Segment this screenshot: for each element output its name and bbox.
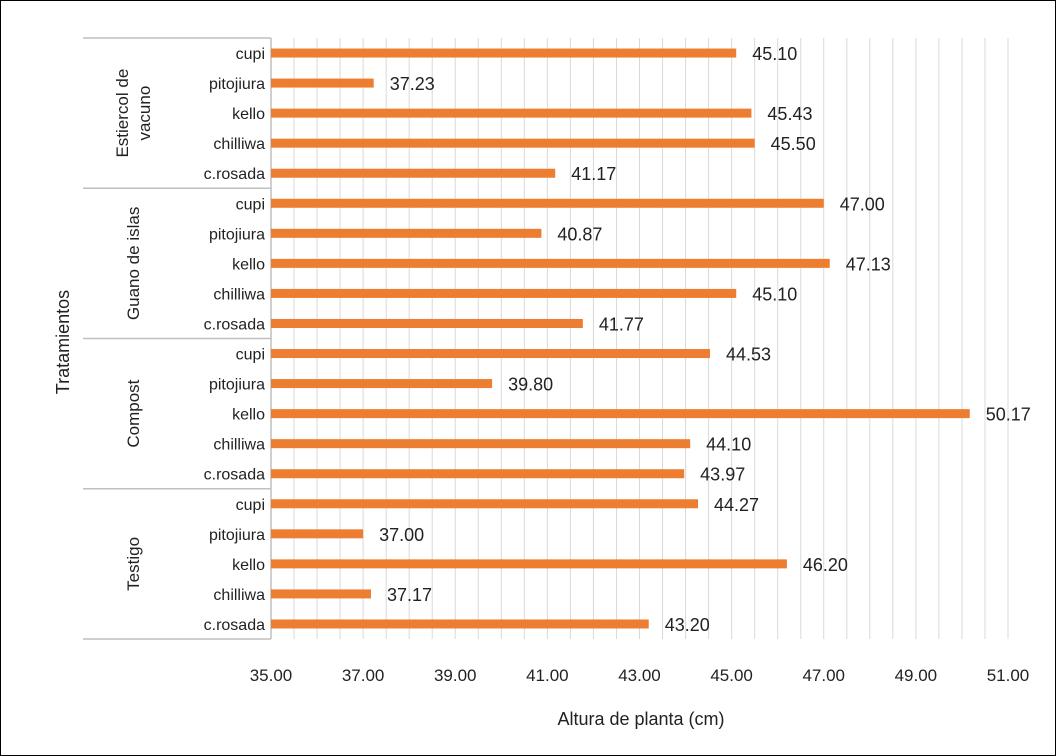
group-label: Guano de islas bbox=[124, 207, 143, 320]
category-label: c.rosada bbox=[204, 467, 265, 484]
data-label: 37.00 bbox=[379, 525, 424, 545]
gridlines bbox=[270, 38, 1009, 639]
x-tick-label: 43.00 bbox=[618, 666, 661, 685]
x-tick-labels: 35.00 37.00 39.00 41.00 43.00 45.00 47.00 49.00… bbox=[250, 666, 1030, 685]
data-label: 37.17 bbox=[387, 585, 432, 605]
x-tick-label: 41.00 bbox=[526, 666, 569, 685]
group-label: Compost bbox=[124, 379, 143, 447]
category-label: chilliwa bbox=[213, 437, 265, 454]
category-label: kello bbox=[232, 256, 265, 273]
category-label: c.rosada bbox=[204, 316, 265, 333]
category-label: c.rosada bbox=[204, 166, 265, 183]
bar bbox=[271, 48, 737, 58]
data-label: 47.00 bbox=[840, 194, 885, 214]
x-tick-label: 39.00 bbox=[434, 666, 477, 685]
bar bbox=[271, 78, 374, 88]
data-label: 39.80 bbox=[508, 375, 553, 395]
x-tick-label: 49.00 bbox=[895, 666, 938, 685]
data-label: 44.10 bbox=[706, 435, 751, 455]
group-labels: Estiercol de vacuno Guano de islas Compost T… bbox=[113, 69, 154, 591]
bar bbox=[271, 589, 371, 599]
bar bbox=[271, 228, 542, 238]
category-label: pitojiura bbox=[209, 377, 265, 394]
x-tick-label: 47.00 bbox=[802, 666, 845, 685]
category-label: cupi bbox=[236, 347, 265, 364]
data-label: 45.50 bbox=[771, 134, 816, 154]
category-label: kello bbox=[232, 407, 265, 424]
data-label: 45.43 bbox=[767, 104, 812, 124]
bar bbox=[271, 379, 493, 389]
bar bbox=[271, 469, 685, 479]
data-label: 45.10 bbox=[752, 44, 797, 64]
group-dividers bbox=[83, 37, 272, 640]
bar bbox=[271, 409, 970, 419]
data-label: 41.77 bbox=[599, 314, 644, 334]
data-label: 47.13 bbox=[846, 254, 891, 274]
data-label: 40.87 bbox=[557, 224, 602, 244]
data-label: 46.20 bbox=[803, 555, 848, 575]
data-label: 44.53 bbox=[726, 345, 771, 365]
bar bbox=[271, 499, 698, 509]
bar bbox=[271, 619, 649, 629]
category-label: chilliwa bbox=[213, 136, 265, 153]
category-label: cupi bbox=[236, 196, 265, 213]
data-label: 44.27 bbox=[714, 495, 759, 515]
bar bbox=[271, 108, 752, 118]
data-labels: 45.10 37.23 45.43 45.50 41.17 47.00 40.87 47.13… bbox=[379, 44, 1031, 635]
bar bbox=[271, 349, 710, 359]
group-label: Testigo bbox=[124, 537, 143, 591]
data-label: 50.17 bbox=[986, 405, 1031, 425]
bar bbox=[271, 168, 556, 178]
category-label: kello bbox=[232, 557, 265, 574]
group-label: Estiercol de bbox=[113, 69, 132, 158]
category-label: cupi bbox=[236, 497, 265, 514]
bar bbox=[271, 529, 364, 539]
category-label: chilliwa bbox=[213, 587, 265, 604]
group-label: vacuno bbox=[135, 86, 154, 141]
data-label: 41.17 bbox=[571, 164, 616, 184]
bar bbox=[271, 318, 583, 328]
category-label: pitojiura bbox=[209, 76, 265, 93]
data-label: 45.10 bbox=[752, 284, 797, 304]
bar bbox=[271, 439, 691, 449]
x-axis-title: Altura de planta (cm) bbox=[557, 709, 724, 729]
bar bbox=[271, 559, 787, 569]
bars bbox=[271, 48, 970, 629]
x-tick-label: 35.00 bbox=[250, 666, 293, 685]
bar bbox=[271, 258, 830, 268]
data-label: 37.23 bbox=[390, 74, 435, 94]
data-label: 43.20 bbox=[665, 615, 710, 635]
category-label: pitojiura bbox=[209, 527, 265, 544]
x-tick-label: 45.00 bbox=[710, 666, 753, 685]
x-tick-label: 51.00 bbox=[987, 666, 1030, 685]
category-label: pitojiura bbox=[209, 226, 265, 243]
bar bbox=[271, 288, 737, 298]
x-tick-label: 37.00 bbox=[342, 666, 385, 685]
y-axis-title: Tratamientos bbox=[53, 290, 73, 394]
data-label: 43.97 bbox=[700, 465, 745, 485]
bar bbox=[271, 138, 755, 148]
category-label: chilliwa bbox=[213, 286, 265, 303]
category-labels: cupi pitojiura kello chilliwa c.rosada cupi pi… bbox=[204, 46, 265, 634]
category-label: kello bbox=[232, 106, 265, 123]
bar bbox=[271, 198, 824, 208]
category-label: c.rosada bbox=[204, 617, 265, 634]
category-label: cupi bbox=[236, 46, 265, 63]
